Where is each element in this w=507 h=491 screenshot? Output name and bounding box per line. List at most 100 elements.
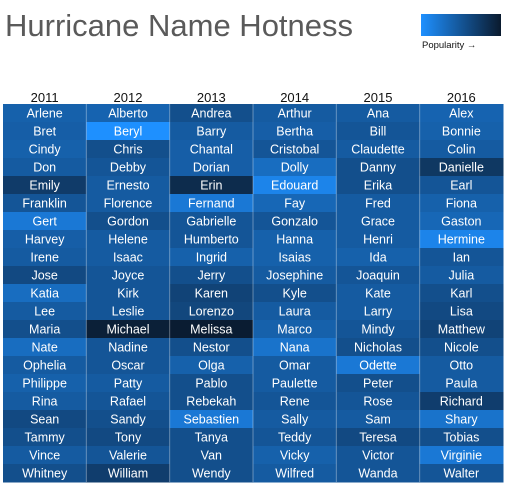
- cell-label: Bertha: [276, 125, 313, 139]
- heatmap-cell: [169, 374, 254, 393]
- cell-label: Sandy: [110, 413, 146, 427]
- cell-label: Alberto: [108, 107, 148, 121]
- cell-label: Gordon: [107, 215, 149, 229]
- cell-label: Irene: [30, 251, 59, 265]
- cell-label: Lorenzo: [189, 305, 234, 319]
- cell-label: Fay: [284, 197, 306, 211]
- cell-label: Wendy: [192, 467, 231, 481]
- cell-label: Harvey: [25, 233, 65, 247]
- heatmap-cell: [3, 122, 87, 141]
- heatmap-cell: [3, 338, 87, 357]
- heatmap-cell: [86, 248, 171, 267]
- heatmap-cell: [253, 266, 337, 285]
- column-header-2016: 2016: [447, 90, 476, 105]
- cell-label: Rebekah: [186, 395, 236, 409]
- cell-label: Rafael: [110, 395, 146, 409]
- heatmap-cell: [169, 428, 254, 447]
- heatmap-cell: [169, 320, 254, 339]
- heatmap-cell: [419, 374, 504, 393]
- cell-label: Lee: [34, 305, 55, 319]
- cell-label: Ida: [369, 251, 386, 265]
- cell-label: Dorian: [193, 161, 230, 175]
- heatmap-cell: [419, 464, 504, 483]
- heatmap-cell: [169, 392, 254, 411]
- heatmap-cell: [169, 212, 254, 231]
- cell-label: Jerry: [197, 269, 226, 283]
- cell-label: Earl: [450, 179, 472, 193]
- cell-label: Grace: [361, 215, 395, 229]
- heatmap-cell: [336, 248, 421, 267]
- heatmap-cell: [336, 104, 421, 123]
- heatmap-cell: [3, 230, 87, 249]
- heatmap-cell: [419, 104, 504, 123]
- heatmap-cell: [86, 302, 171, 321]
- heatmap-cell: [253, 446, 337, 465]
- cell-label: Ian: [453, 251, 470, 265]
- cell-label: Bill: [370, 125, 387, 139]
- column-header-2014: 2014: [280, 90, 309, 105]
- cell-label: Omar: [279, 359, 310, 373]
- cell-label: Teddy: [278, 431, 312, 445]
- cell-label: Fernand: [188, 197, 235, 211]
- cell-label: Melissa: [190, 323, 232, 337]
- heatmap-cell: [86, 392, 171, 411]
- cell-label: Katia: [30, 287, 59, 301]
- cell-label: Hermine: [438, 233, 485, 247]
- heatmap-cell: [86, 266, 171, 285]
- heatmap-cell: [253, 392, 337, 411]
- cell-label: Humberto: [184, 233, 239, 247]
- heatmap-cell: [86, 122, 171, 141]
- cell-label: Gert: [33, 215, 58, 229]
- cell-label: Marco: [277, 323, 312, 337]
- cell-label: Kate: [365, 287, 391, 301]
- heatmap-cell: [419, 320, 504, 339]
- heatmap-cell: [336, 446, 421, 465]
- cell-label: Julia: [448, 269, 474, 283]
- cell-label: Hanna: [276, 233, 313, 247]
- heatmap-cell: [253, 158, 337, 177]
- heatmap-cell: [419, 410, 504, 429]
- cell-label: Teresa: [359, 431, 397, 445]
- column-header-2015: 2015: [364, 90, 393, 105]
- heatmap-cell: [86, 410, 171, 429]
- cell-label: Erika: [364, 179, 393, 193]
- cell-label: Tony: [115, 431, 142, 445]
- cell-label: Tobias: [443, 431, 479, 445]
- heatmap-cell: [86, 446, 171, 465]
- cell-label: Lisa: [450, 305, 473, 319]
- heatmap-cell: [169, 410, 254, 429]
- heatmap-cell: [169, 302, 254, 321]
- cell-label: Nicholas: [354, 341, 402, 355]
- cell-label: Nana: [280, 341, 310, 355]
- heatmap-cell: [336, 320, 421, 339]
- cell-label: Bonnie: [442, 125, 481, 139]
- heatmap-cell: [336, 284, 421, 303]
- heatmap-cell: [419, 140, 504, 159]
- heatmap-cell: [86, 230, 171, 249]
- heatmap-cell: [253, 140, 337, 159]
- heatmap-cell: [3, 428, 87, 447]
- heatmap-cell: [169, 230, 254, 249]
- heatmap-cell: [169, 284, 254, 303]
- cell-label: Nicole: [444, 341, 479, 355]
- heatmap-cell: [86, 464, 171, 483]
- cell-label: Barry: [196, 125, 227, 139]
- heatmap-cell: [3, 284, 87, 303]
- cell-label: Helene: [108, 233, 148, 247]
- heatmap-cell: [86, 320, 171, 339]
- heatmap-cell: [169, 446, 254, 465]
- heatmap-cell: [3, 410, 87, 429]
- cell-label: Gaston: [441, 215, 481, 229]
- column-header-2011: 2011: [31, 90, 59, 105]
- heatmap-cell: [253, 248, 337, 267]
- heatmap-cell: [3, 104, 87, 123]
- cell-label: Arlene: [27, 107, 63, 121]
- cell-label: Alex: [449, 107, 474, 121]
- cell-label: Peter: [363, 377, 393, 391]
- cell-label: Beryl: [114, 125, 142, 139]
- cell-label: Whitney: [22, 467, 68, 481]
- heatmap-cell: [253, 374, 337, 393]
- heatmap-cell: [3, 356, 87, 375]
- cell-label: Tanya: [195, 431, 228, 445]
